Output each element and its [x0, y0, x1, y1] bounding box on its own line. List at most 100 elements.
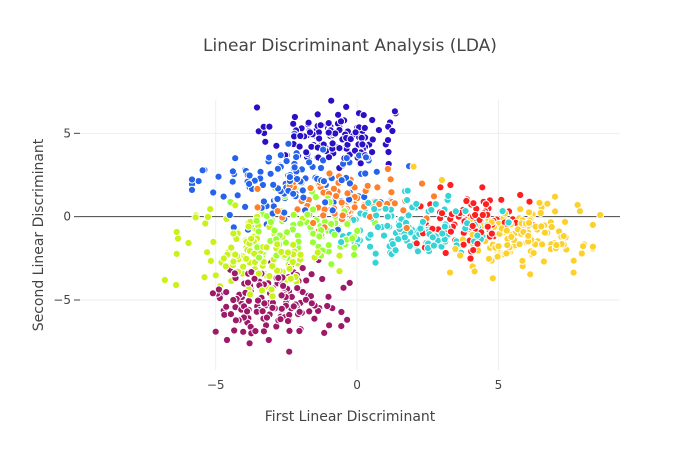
- scatter-point: [268, 262, 277, 271]
- scatter-point: [525, 197, 534, 206]
- scatter-point: [400, 233, 409, 242]
- scatter-point: [282, 228, 292, 237]
- scatter-point: [478, 210, 487, 220]
- scatter-point: [273, 194, 282, 204]
- scatter-point: [413, 247, 422, 256]
- scatter-point: [318, 274, 327, 284]
- scatter-point: [418, 217, 427, 226]
- scatter-point: [551, 207, 560, 216]
- scatter-point: [209, 188, 218, 197]
- scatter-point: [316, 163, 326, 173]
- scatter-point: [256, 167, 265, 176]
- scatter-point: [588, 220, 598, 229]
- scatter-point: [286, 274, 295, 283]
- scatter-point: [335, 267, 344, 276]
- scatter-point: [219, 254, 228, 263]
- scatter-point: [338, 211, 347, 220]
- scatter-point: [211, 271, 220, 280]
- scatter-point: [184, 238, 193, 248]
- scatter-point: [259, 327, 268, 336]
- scatter-point: [375, 199, 384, 209]
- scatter-point: [526, 270, 535, 279]
- scatter-point: [245, 171, 254, 180]
- scatter-point: [351, 128, 360, 137]
- scatter-point: [270, 226, 279, 235]
- scatter-point: [307, 270, 316, 279]
- scatter-point: [446, 227, 455, 236]
- scatter-point: [383, 136, 393, 145]
- scatter-point: [214, 285, 223, 294]
- scatter-point: [293, 284, 302, 293]
- scatter-point: [267, 285, 276, 294]
- scatter-point: [228, 177, 237, 186]
- scatter-point: [569, 256, 578, 265]
- scatter-point: [417, 179, 427, 188]
- scatter-point: [575, 207, 585, 216]
- scatter-point: [343, 220, 352, 229]
- scatter-point: [538, 240, 547, 249]
- scatter-point: [428, 233, 437, 242]
- scatter-point: [515, 240, 524, 249]
- scatter-point: [529, 248, 538, 258]
- scatter-point: [535, 198, 544, 207]
- chart-title: Linear Discriminant Analysis (LDA): [203, 36, 497, 56]
- scatter-point: [335, 251, 344, 260]
- scatter-point: [429, 192, 439, 201]
- scatter-point: [187, 185, 197, 194]
- scatter-point: [227, 243, 236, 252]
- scatter-point: [394, 235, 403, 244]
- scatter-point: [276, 315, 285, 324]
- scatter-point: [253, 296, 263, 305]
- scatter-point: [395, 221, 404, 230]
- scatter-point: [456, 251, 465, 260]
- scatter-point: [459, 240, 468, 249]
- scatter-point: [337, 307, 346, 317]
- scatter-point: [502, 249, 511, 258]
- scatter-point: [313, 248, 322, 257]
- scatter-point: [468, 221, 477, 231]
- scatter-point: [265, 122, 274, 131]
- scatter-point: [308, 238, 317, 247]
- scatter-point: [273, 207, 282, 216]
- scatter-point: [399, 206, 408, 215]
- scatter-point: [298, 186, 307, 195]
- scatter-point: [371, 249, 380, 258]
- scatter-point: [283, 248, 292, 257]
- scatter-point: [368, 115, 377, 125]
- scatter-point: [383, 164, 392, 174]
- scatter-point: [493, 252, 502, 261]
- scatter-point: [577, 249, 586, 258]
- scatter-point: [502, 226, 511, 235]
- scatter-point: [282, 157, 291, 166]
- scatter-point: [330, 230, 339, 239]
- scatter-point: [233, 191, 242, 200]
- scatter-point: [350, 203, 359, 212]
- scatter-point: [381, 204, 390, 213]
- scatter-point: [552, 241, 561, 250]
- scatter-point: [356, 159, 365, 168]
- scatter-point: [253, 203, 262, 212]
- scatter-point: [258, 307, 267, 316]
- scatter-point: [387, 188, 396, 197]
- scatter-point: [466, 254, 475, 263]
- scatter-point: [409, 162, 418, 171]
- scatter-point: [203, 248, 212, 257]
- scatter-point: [363, 181, 372, 190]
- scatter-point: [451, 207, 460, 216]
- scatter-point: [345, 179, 354, 188]
- scatter-point: [173, 234, 183, 243]
- scatter-point: [230, 326, 239, 335]
- scatter-point: [469, 246, 478, 255]
- scatter-point: [244, 222, 253, 231]
- scatter-point: [298, 264, 307, 273]
- scatter-point: [230, 269, 239, 278]
- scatter-point: [254, 269, 263, 278]
- scatter-point: [373, 183, 382, 192]
- scatter-point: [343, 315, 352, 324]
- scatter-point: [228, 167, 237, 176]
- scatter-point: [247, 234, 256, 243]
- x-tick-label: 0: [353, 378, 361, 392]
- scatter-point: [481, 200, 491, 209]
- scatter-point: [543, 199, 552, 208]
- scatter-point: [262, 313, 271, 322]
